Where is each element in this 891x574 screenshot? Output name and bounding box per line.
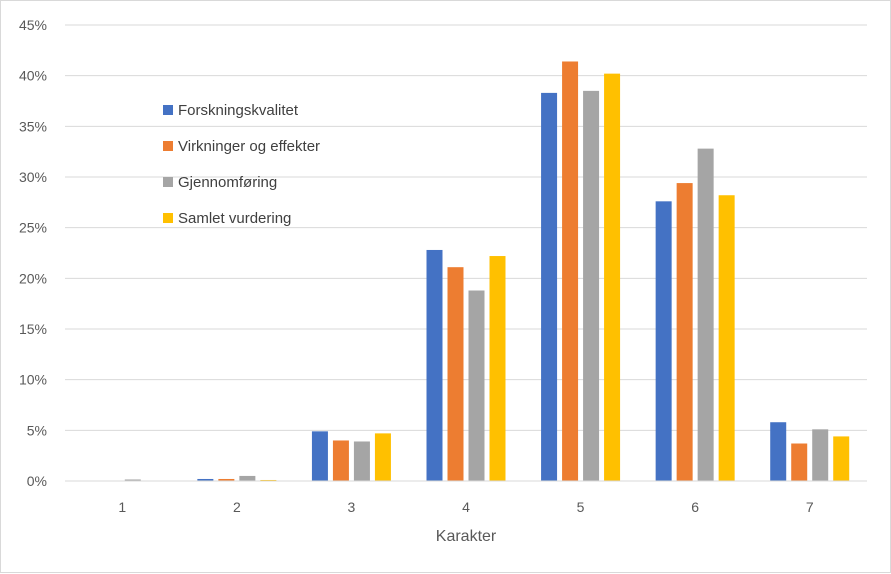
x-tick-label: 1: [118, 499, 126, 515]
x-tick-label: 4: [462, 499, 470, 515]
x-tick-label: 5: [577, 499, 585, 515]
bar-forskningskvalitet-cat-4: [426, 249, 443, 481]
legend-label: Forskningskvalitet: [178, 102, 299, 119]
bar-forskningskvalitet-cat-5: [541, 92, 558, 481]
legend-label: Gjennomføring: [178, 174, 277, 191]
bar-samlet-vurdering-cat-5: [604, 73, 621, 481]
legend-label: Virkninger og effekter: [178, 138, 320, 155]
bar-samlet-vurdering-cat-4: [489, 256, 506, 481]
bar-samlet-vurdering-cat-2: [260, 479, 277, 481]
bar-forskningskvalitet-cat-3: [311, 431, 328, 481]
y-tick-label: 30%: [19, 169, 47, 185]
legend-swatch: [163, 177, 173, 187]
y-axis-tick-labels: 0% 5% 10% 15% 20% 25% 30% 35% 40% 45%: [19, 17, 47, 489]
bar-gjennomf-ring-cat-1: [124, 479, 141, 481]
x-axis-tick-labels: 1 2 3 4 5 6 7: [118, 499, 813, 515]
x-tick-label: 7: [806, 499, 814, 515]
bar-samlet-vurdering-cat-7: [833, 436, 850, 481]
x-tick-label: 2: [233, 499, 241, 515]
y-tick-label: 5%: [27, 422, 47, 438]
legend-swatch: [163, 213, 173, 223]
bar-gjennomf-ring-cat-5: [583, 90, 600, 481]
x-tick-label: 3: [348, 499, 356, 515]
x-tick-label: 6: [691, 499, 699, 515]
y-tick-label: 35%: [19, 118, 47, 134]
bar-virkninger-og-effekter-cat-3: [332, 440, 349, 481]
bar-virkninger-og-effekter-cat-4: [447, 267, 464, 481]
legend: Forskningskvalitet Virkninger og effekter…: [163, 102, 320, 227]
bar-forskningskvalitet-cat-2: [197, 478, 214, 481]
bar-gjennomf-ring-cat-2: [239, 475, 256, 481]
bar-gjennomf-ring-cat-7: [812, 429, 829, 481]
bar-gjennomf-ring-cat-6: [697, 148, 714, 482]
bar-virkninger-og-effekter-cat-2: [218, 478, 235, 481]
x-axis-title: Karakter: [436, 528, 497, 545]
y-tick-label: 45%: [19, 17, 47, 33]
bar-virkninger-og-effekter-cat-5: [562, 61, 579, 481]
y-tick-label: 20%: [19, 270, 47, 286]
y-tick-label: 25%: [19, 220, 47, 236]
legend-label: Samlet vurdering: [178, 210, 291, 227]
gridlines: [65, 24, 867, 431]
bar-virkninger-og-effekter-cat-7: [791, 443, 808, 481]
bar-gjennomf-ring-cat-3: [353, 441, 370, 481]
y-tick-label: 10%: [19, 372, 47, 388]
bars: [124, 61, 850, 482]
y-tick-label: 40%: [19, 68, 47, 84]
y-tick-label: 0%: [27, 473, 47, 489]
bar-samlet-vurdering-cat-3: [374, 433, 391, 481]
bar-gjennomf-ring-cat-4: [468, 290, 485, 481]
bar-forskningskvalitet-cat-6: [655, 201, 672, 481]
legend-swatch: [163, 141, 173, 151]
y-tick-label: 15%: [19, 321, 47, 337]
bar-forskningskvalitet-cat-7: [770, 422, 787, 481]
bar-samlet-vurdering-cat-6: [718, 195, 735, 482]
bar-virkninger-og-effekter-cat-6: [676, 183, 693, 481]
legend-swatch: [163, 105, 173, 115]
